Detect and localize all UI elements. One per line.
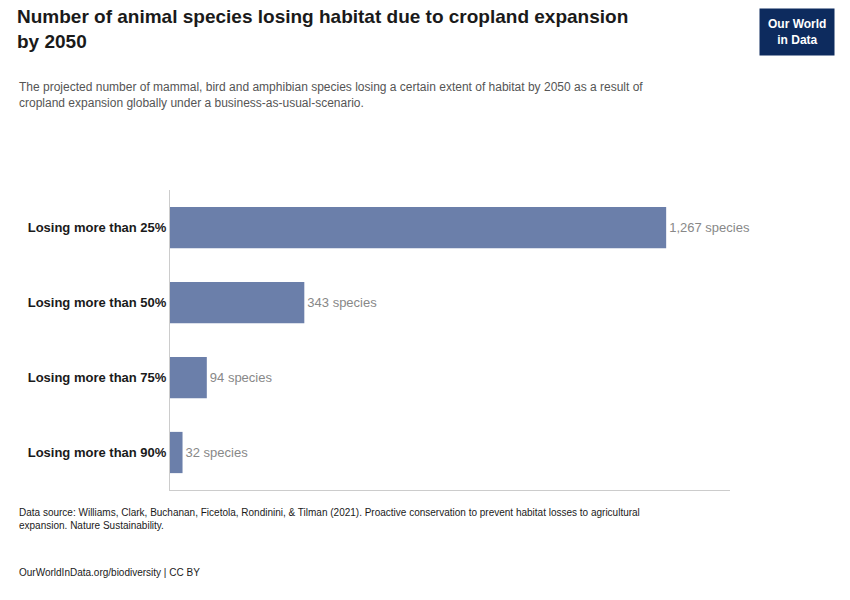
svg-text:Losing more than 50%: Losing more than 50%	[28, 295, 167, 310]
svg-text:343 species: 343 species	[307, 295, 377, 310]
svg-text:32 species: 32 species	[186, 445, 249, 460]
svg-text:Data source: Williams, Clark,: Data source: Williams, Clark, Buchanan, …	[19, 507, 640, 531]
svg-text:OurWorldInData.org/biodiversit: OurWorldInData.org/biodiversity | CC BY	[19, 567, 200, 578]
svg-text:Losing more than 25%: Losing more than 25%	[28, 220, 167, 235]
svg-text:Losing more than 75%: Losing more than 75%	[28, 370, 167, 385]
svg-text:Our Worldin Data: Our Worldin Data	[768, 17, 826, 47]
svg-text:94 species: 94 species	[210, 370, 273, 385]
svg-text:Losing more than 90%: Losing more than 90%	[28, 445, 167, 460]
svg-text:Number of animal species losin: Number of animal species losing habitat …	[17, 6, 628, 52]
svg-text:1,267 species: 1,267 species	[669, 220, 750, 235]
svg-text:The projected number of mammal: The projected number of mammal, bird and…	[19, 80, 643, 110]
